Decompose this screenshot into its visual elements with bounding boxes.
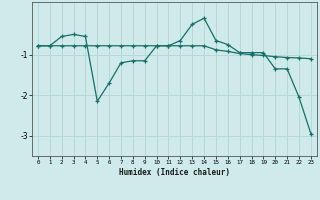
X-axis label: Humidex (Indice chaleur): Humidex (Indice chaleur) <box>119 168 230 177</box>
